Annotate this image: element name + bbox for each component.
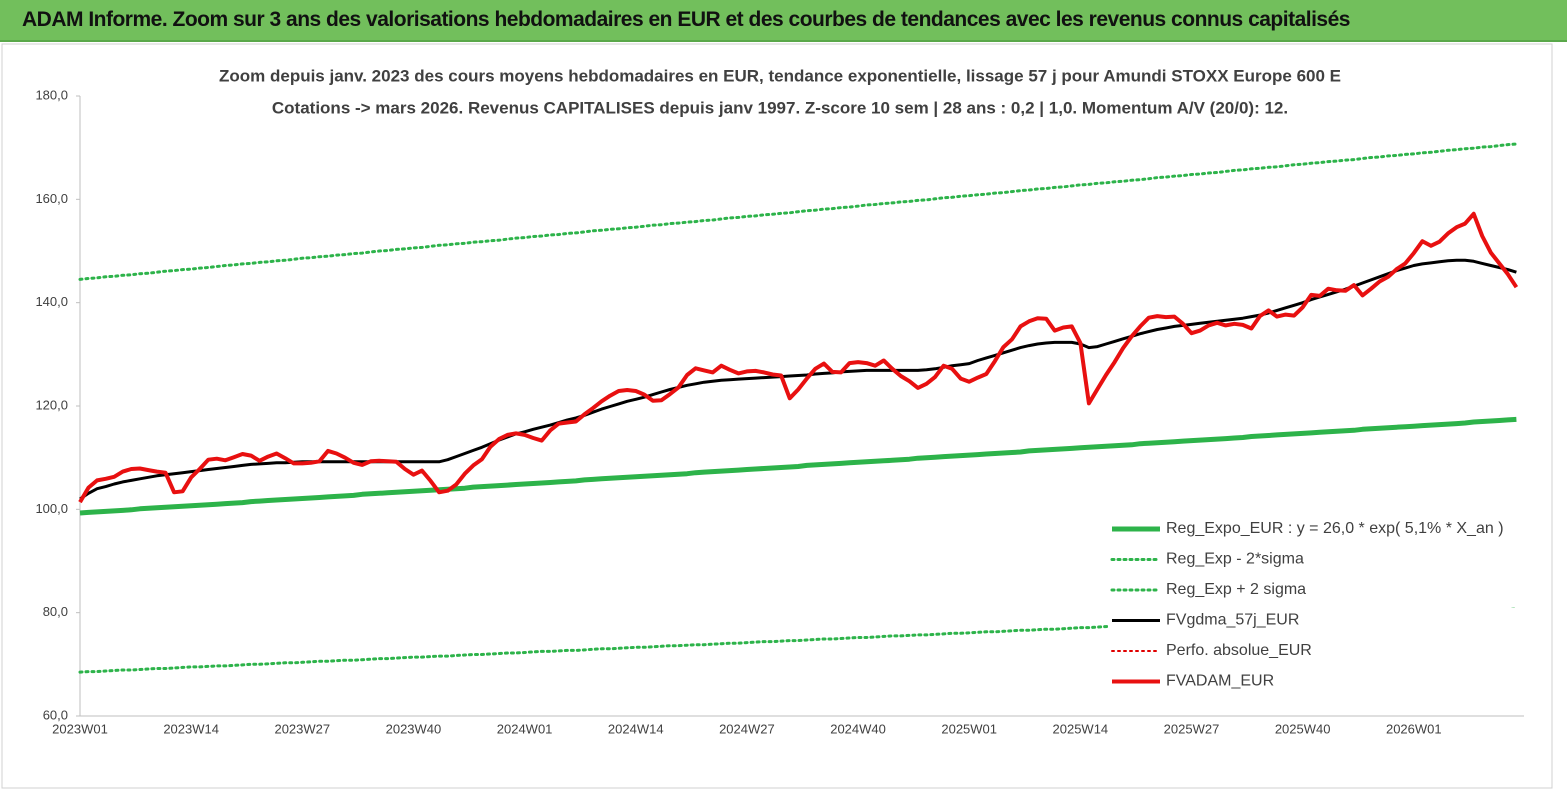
chart-subtitle: Cotations -> mars 2026. Revenus CAPITALI… bbox=[272, 98, 1288, 117]
series-line bbox=[79, 416, 1517, 516]
y-tick-label: 80,0 bbox=[43, 604, 68, 619]
legend-bg bbox=[1108, 607, 1523, 635]
legend-bg bbox=[1108, 516, 1523, 543]
series-line bbox=[78, 142, 1518, 281]
y-tick-label: 60,0 bbox=[43, 707, 68, 722]
x-tick-label: 2025W01 bbox=[941, 721, 997, 736]
legend-bg bbox=[1108, 546, 1523, 574]
chart-title: Zoom depuis janv. 2023 des cours moyens … bbox=[219, 66, 1341, 85]
x-tick-label: 2024W40 bbox=[830, 721, 886, 736]
y-tick-label: 140,0 bbox=[35, 294, 68, 309]
x-tick-label: 2023W40 bbox=[386, 721, 442, 736]
y-tick-label: 100,0 bbox=[35, 501, 68, 516]
x-tick-label: 2024W01 bbox=[497, 721, 553, 736]
x-tick-label: 2025W14 bbox=[1053, 721, 1109, 736]
x-tick-label: 2025W40 bbox=[1275, 721, 1331, 736]
chart: Zoom depuis janv. 2023 des cours moyens … bbox=[1, 43, 1553, 789]
x-tick-label: 2024W27 bbox=[719, 721, 775, 736]
y-tick-label: 120,0 bbox=[35, 397, 68, 412]
x-tick-label: 2023W27 bbox=[274, 721, 330, 736]
series-line bbox=[78, 211, 1519, 504]
legend-label: FVgdma_57j_EUR bbox=[1166, 612, 1299, 629]
legend-label: Reg_Exp + 2 sigma bbox=[1166, 581, 1306, 598]
x-tick-label: 2023W01 bbox=[52, 721, 108, 736]
x-tick-label: 2025W27 bbox=[1164, 721, 1220, 736]
banner: ADAM Informe. Zoom sur 3 ans des valoris… bbox=[0, 0, 1567, 42]
legend-label: Perfo. absolue_EUR bbox=[1166, 642, 1312, 659]
x-tick-label: 2023W14 bbox=[163, 721, 219, 736]
y-tick-label: 160,0 bbox=[35, 191, 68, 206]
legend-bg bbox=[1108, 668, 1523, 696]
legend-label: FVADAM_EUR bbox=[1166, 673, 1274, 690]
x-tick-label: 2026W01 bbox=[1386, 721, 1442, 736]
legend-bg bbox=[1108, 638, 1523, 665]
y-tick-label: 180,0 bbox=[35, 87, 68, 102]
banner-title: ADAM Informe. Zoom sur 3 ans des valoris… bbox=[22, 8, 1350, 31]
legend-label: Reg_Exp - 2*sigma bbox=[1166, 551, 1304, 568]
legend-bg bbox=[1108, 577, 1523, 604]
legend-label: Reg_Expo_EUR : y = 26,0 * exp( 5,1% * X_… bbox=[1166, 520, 1504, 537]
x-tick-label: 2024W14 bbox=[608, 721, 664, 736]
